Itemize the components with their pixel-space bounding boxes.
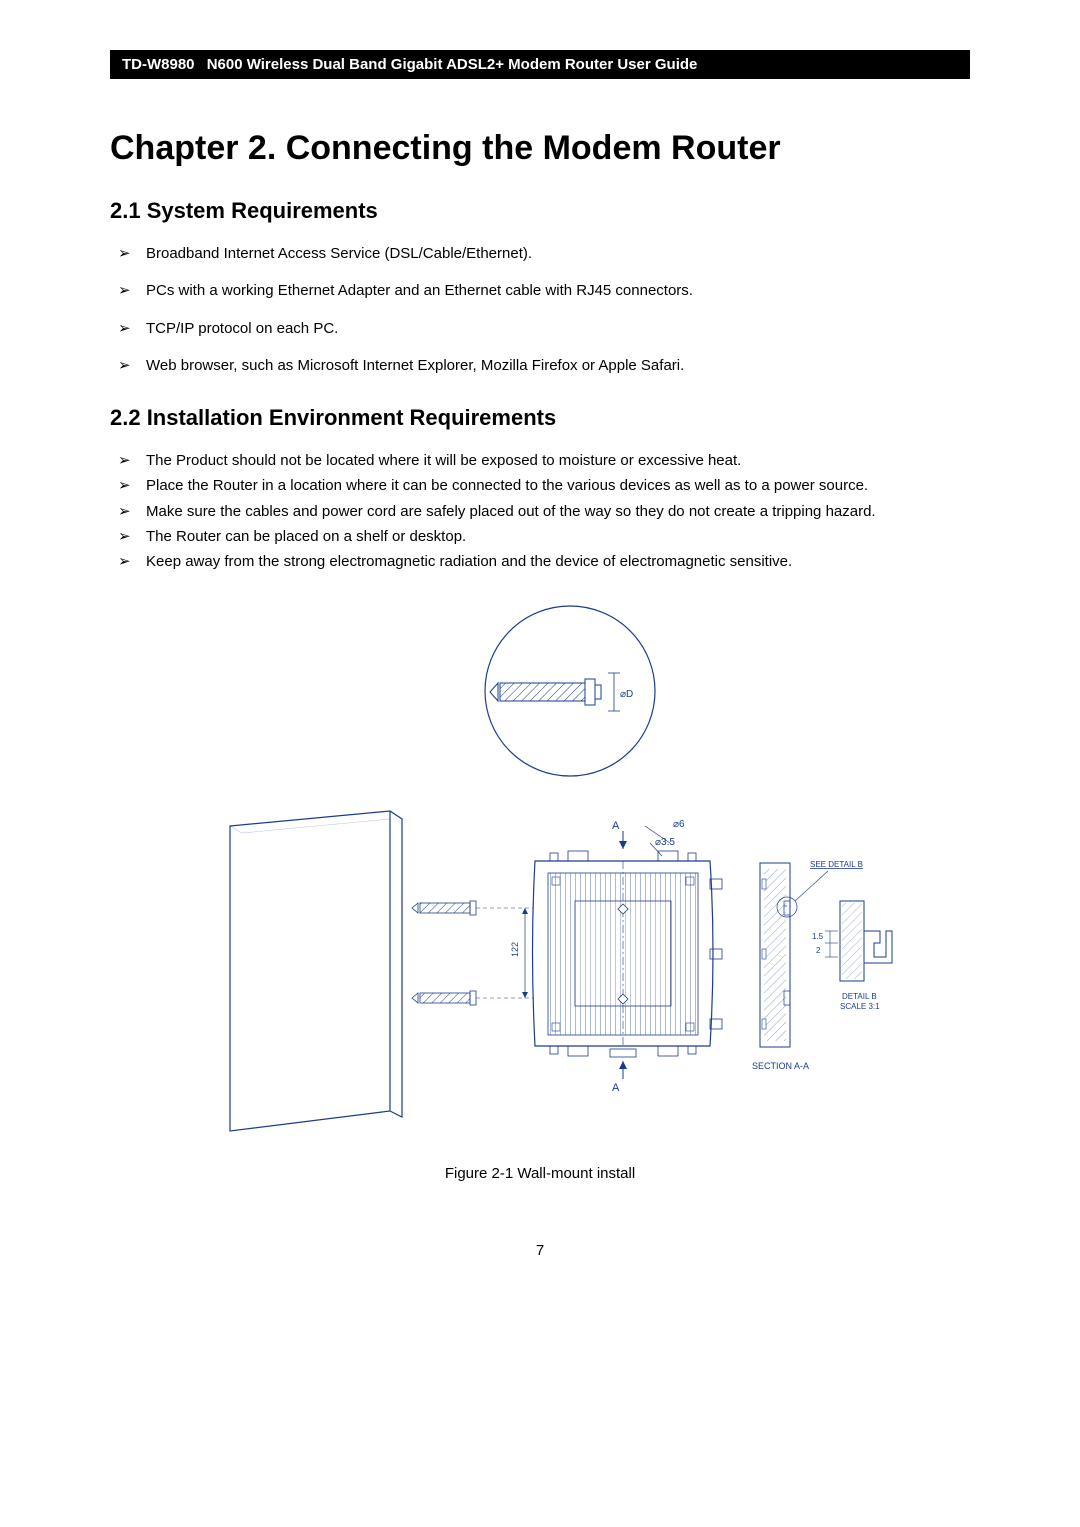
figure-wall-mount: ⌀D <box>110 601 970 1182</box>
list-item: The Product should not be located where … <box>116 449 970 472</box>
dim-phi-d: ⌀D <box>620 689 633 700</box>
router-top-view <box>533 851 723 1057</box>
document-header: TD-W8980 N600 Wireless Dual Band Gigabit… <box>110 50 970 79</box>
list-item: Web browser, such as Microsoft Internet … <box>116 354 970 377</box>
section-2-1-heading: 2.1 System Requirements <box>110 198 970 224</box>
dim-122: 122 <box>510 908 528 998</box>
list-item: Keep away from the strong electromagneti… <box>116 550 970 573</box>
section-arrow-top: A <box>612 820 627 849</box>
wall-mount-diagram: ⌀D <box>180 601 900 1151</box>
detail-circle: ⌀D <box>485 606 655 776</box>
svg-text:SCALE 3:1: SCALE 3:1 <box>840 1002 880 1011</box>
svg-text:1.5: 1.5 <box>812 932 824 941</box>
svg-text:SEE DETAIL B: SEE DETAIL B <box>810 860 863 869</box>
header-model: TD-W8980 <box>120 54 203 75</box>
svg-text:SECTION A-A: SECTION A-A <box>752 1061 809 1071</box>
figure-caption: Figure 2-1 Wall-mount install <box>110 1165 970 1182</box>
page-number: 7 <box>110 1242 970 1259</box>
svg-text:⌀3.5: ⌀3.5 <box>655 837 675 848</box>
list-item: TCP/IP protocol on each PC. <box>116 317 970 340</box>
list-item: The Router can be placed on a shelf or d… <box>116 525 970 548</box>
svg-text:2: 2 <box>816 946 821 955</box>
svg-text:122: 122 <box>510 942 520 957</box>
section-2-2-heading: 2.2 Installation Environment Requirement… <box>110 405 970 431</box>
list-item: PCs with a working Ethernet Adapter and … <box>116 279 970 302</box>
svg-text:⌀6: ⌀6 <box>673 819 685 830</box>
header-title: N600 Wireless Dual Band Gigabit ADSL2+ M… <box>207 56 698 73</box>
list-item: Broadband Internet Access Service (DSL/C… <box>116 242 970 265</box>
svg-text:A: A <box>612 1082 620 1094</box>
chapter-title: Chapter 2. Connecting the Modem Router <box>110 129 970 168</box>
list-item: Place the Router in a location where it … <box>116 474 970 497</box>
section-arrow-bottom: A <box>612 1061 627 1094</box>
installation-requirements-list: The Product should not be located where … <box>116 449 970 573</box>
system-requirements-list: Broadband Internet Access Service (DSL/C… <box>116 242 970 377</box>
detail-b: 1.5 2 DETAIL B SCALE 3:1 <box>812 901 892 1011</box>
list-item: Make sure the cables and power cord are … <box>116 500 970 523</box>
dim-diameter-35: ⌀3.5 <box>650 837 675 856</box>
wall-panel <box>230 811 402 1131</box>
svg-text:A: A <box>612 820 620 832</box>
svg-text:DETAIL B: DETAIL B <box>842 992 877 1001</box>
